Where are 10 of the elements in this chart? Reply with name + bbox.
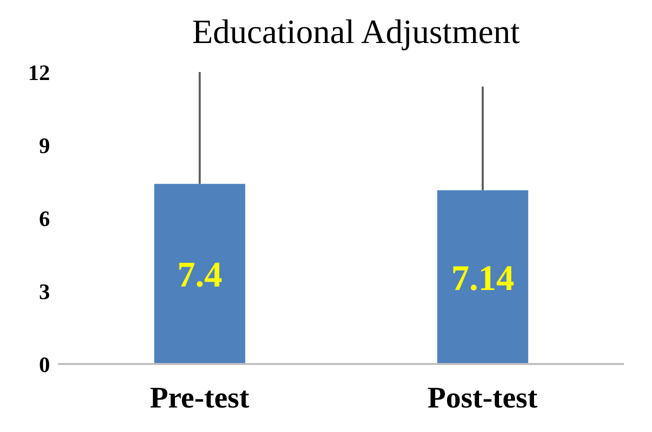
- y-tick-label: 3: [39, 278, 50, 304]
- x-tick-label: Pre-test: [150, 381, 250, 414]
- y-tick-label: 9: [39, 132, 50, 158]
- data-label: 7.14: [451, 258, 514, 298]
- y-tick-label: 6: [39, 206, 50, 231]
- y-tick-label: 0: [39, 352, 50, 377]
- y-tick-label: 12: [28, 60, 50, 85]
- data-label: 7.4: [177, 254, 222, 295]
- chart-title: Educational Adjustment: [191, 13, 521, 53]
- x-tick-label: Post-test: [428, 381, 538, 414]
